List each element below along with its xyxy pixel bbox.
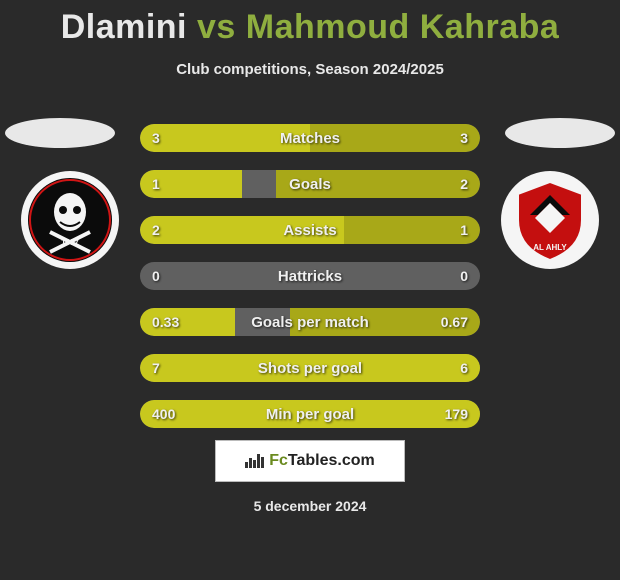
stat-row: Min per goal400 179 — [140, 400, 480, 428]
stat-value-left: 2 — [140, 216, 172, 244]
player1-name: Dlamini — [61, 8, 187, 46]
stat-value-right: 6 — [448, 354, 480, 382]
al-ahly-icon: AL AHLY — [500, 170, 600, 270]
stat-row: Matches3 3 — [140, 124, 480, 152]
stat-row: Goals1 2 — [140, 170, 480, 198]
orlando-pirates-icon: 1937 — [20, 170, 120, 270]
player1-club-badge: 1937 — [20, 170, 120, 270]
stat-label: Goals — [140, 170, 480, 198]
subtitle: Club competitions, Season 2024/2025 — [0, 61, 620, 78]
stat-value-right: 2 — [448, 170, 480, 198]
stat-value-right: 1 — [448, 216, 480, 244]
player2-club-badge: AL AHLY — [500, 170, 600, 270]
svg-text:1937: 1937 — [61, 238, 79, 247]
comparison-title: Dlamini vs Mahmoud Kahraba — [0, 0, 620, 47]
stat-value-left: 0.33 — [140, 308, 191, 336]
stat-value-right: 0.67 — [429, 308, 480, 336]
stat-value-right: 179 — [433, 400, 480, 428]
stat-row: Assists2 1 — [140, 216, 480, 244]
player2-silhouette — [505, 118, 615, 148]
stat-value-left: 1 — [140, 170, 172, 198]
fctables-attribution: FcTables.com — [215, 440, 405, 482]
stat-value-left: 7 — [140, 354, 172, 382]
stat-label: Shots per goal — [140, 354, 480, 382]
brand-text: FcTables.com — [269, 452, 375, 470]
stat-row: Shots per goal7 6 — [140, 354, 480, 382]
stat-value-right: 0 — [448, 262, 480, 290]
stat-row: Hattricks0 0 — [140, 262, 480, 290]
stat-value-left: 400 — [140, 400, 187, 428]
stat-label: Matches — [140, 124, 480, 152]
stat-value-right: 3 — [448, 124, 480, 152]
stat-value-left: 3 — [140, 124, 172, 152]
stat-row: Goals per match0.330.67 — [140, 308, 480, 336]
player1-silhouette — [5, 118, 115, 148]
svg-text:AL AHLY: AL AHLY — [533, 243, 567, 252]
stat-bars-container: Matches33Goals12Assists21Hattricks00Goal… — [140, 124, 480, 446]
vs-label: vs — [197, 8, 236, 46]
stat-label: Min per goal — [140, 400, 480, 428]
date-label: 5 december 2024 — [0, 498, 620, 514]
player2-name: Mahmoud Kahraba — [246, 8, 560, 46]
stat-label: Hattricks — [140, 262, 480, 290]
stat-value-left: 0 — [140, 262, 172, 290]
chart-icon — [245, 454, 263, 468]
stat-label: Assists — [140, 216, 480, 244]
